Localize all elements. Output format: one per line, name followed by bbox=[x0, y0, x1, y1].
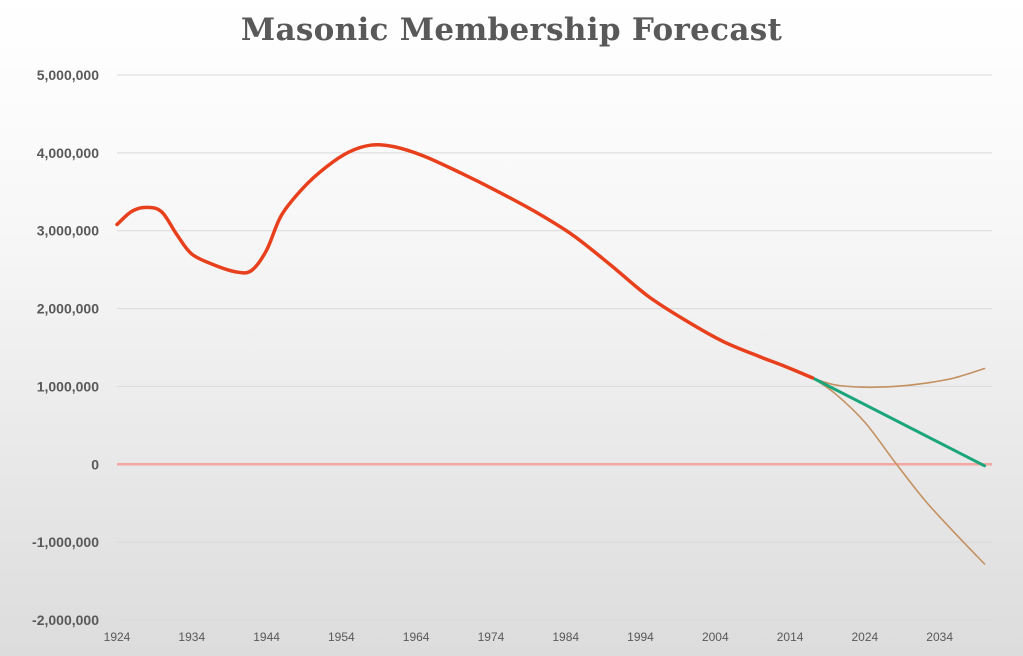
series-lines bbox=[115, 142, 987, 565]
x-tick-label: 1934 bbox=[178, 630, 205, 644]
x-axis-tick-labels: 1924 1934 1944 1954 1964 1974 1984 1994 2004 2014… bbox=[104, 630, 954, 644]
x-tick-label: 2034 bbox=[926, 630, 953, 644]
series-line-forecast-lower bbox=[811, 377, 986, 565]
y-tick-label: 3,000,000 bbox=[37, 223, 99, 239]
grid-lines bbox=[117, 74, 992, 621]
x-tick-label: 1944 bbox=[253, 630, 280, 644]
x-tick-label: 2014 bbox=[777, 630, 804, 644]
series-line-historical bbox=[115, 142, 815, 380]
x-tick-label: 1994 bbox=[627, 630, 654, 644]
y-tick-label: 5,000,000 bbox=[37, 67, 99, 83]
x-tick-label: 1924 bbox=[104, 630, 131, 644]
x-tick-label: 1954 bbox=[328, 630, 355, 644]
y-tick-label: -2,000,000 bbox=[32, 612, 99, 628]
chart-title: Masonic Membership Forecast bbox=[240, 12, 783, 48]
y-tick-label: 0 bbox=[91, 456, 99, 472]
y-tick-label: -1,000,000 bbox=[32, 534, 99, 550]
y-tick-label: 1,000,000 bbox=[37, 378, 99, 394]
x-tick-label: 2004 bbox=[702, 630, 729, 644]
x-tick-label: 2024 bbox=[852, 630, 879, 644]
series-line-forecast-upper bbox=[811, 367, 986, 389]
y-tick-label: 2,000,000 bbox=[37, 301, 99, 317]
series-line-linear-forecast bbox=[811, 376, 987, 468]
y-axis-tick-labels: -2,000,000 -1,000,000 0 1,000,000 2,000,000 3… bbox=[32, 67, 99, 628]
x-tick-label: 1984 bbox=[552, 630, 579, 644]
x-tick-label: 1964 bbox=[403, 630, 430, 644]
x-tick-label: 1974 bbox=[478, 630, 505, 644]
y-tick-label: 4,000,000 bbox=[37, 145, 99, 161]
